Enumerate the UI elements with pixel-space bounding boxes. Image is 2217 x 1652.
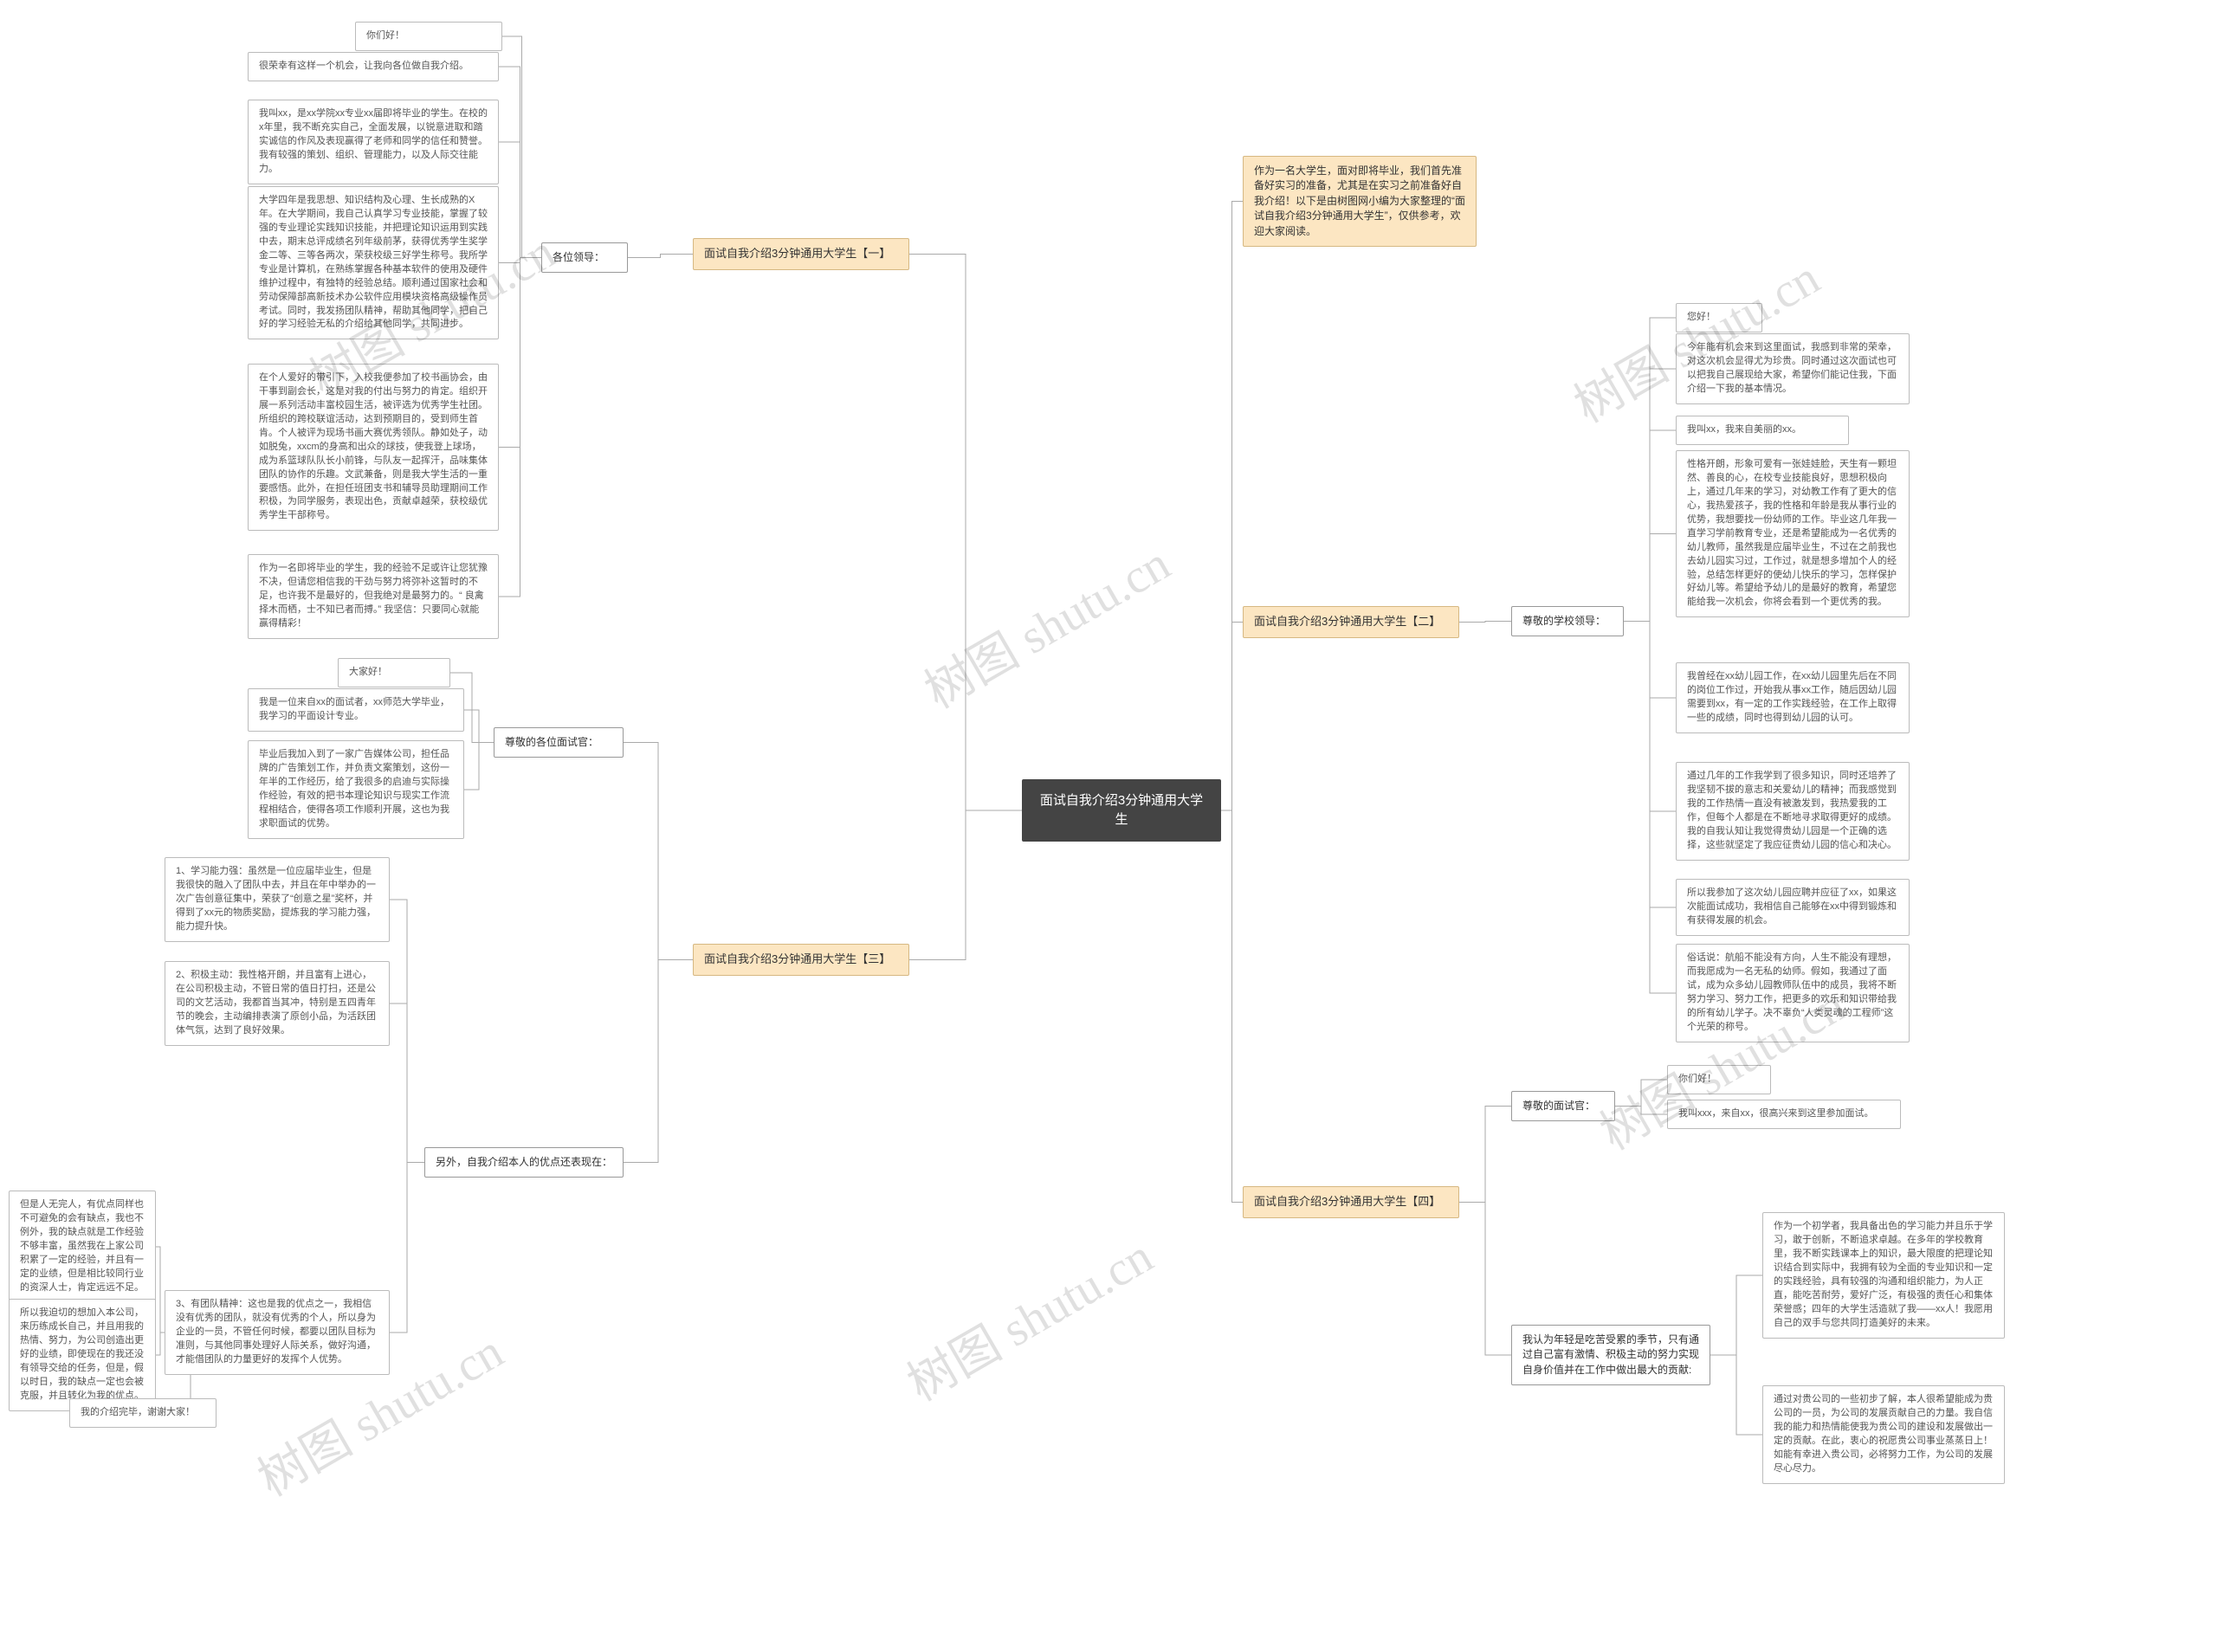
branch-4-sub-2: 我认为年轻是吃苦受累的季节，只有通过自己富有激情、积极主动的努力实现自身价值并在…	[1511, 1325, 1710, 1385]
branch-3-sub2-leaf2-sub-2: 我的介绍完毕，谢谢大家！	[69, 1398, 217, 1428]
branch-4: 面试自我介绍3分钟通用大学生【四】	[1243, 1186, 1459, 1218]
branch-1-leaf-2: 我叫xx，是xx学院xx专业xx届即将毕业的学生。在校的x年里，我不断充实自己，…	[248, 100, 499, 184]
branch-3-sub-2: 另外，自我介绍本人的优点还表现在：	[424, 1147, 624, 1178]
branch-1-leaf-5: 作为一名即将毕业的学生，我的经验不足或许让您犹豫不决，但请您相信我的干劲与努力将…	[248, 554, 499, 639]
branch-4-sub-1: 尊敬的面试官：	[1511, 1091, 1615, 1121]
branch-2: 面试自我介绍3分钟通用大学生【二】	[1243, 606, 1459, 638]
branch-2-leaf-4: 我曾经在xx幼儿园工作，在xx幼儿园里先后在不同的岗位工作过，开始我从事xx工作…	[1676, 662, 1910, 733]
branch-4-sub2-leaf-0: 作为一个初学者，我具备出色的学习能力并且乐于学习，敢于创新，不断追求卓越。在多年…	[1762, 1212, 2005, 1339]
branch-3-sub2-leaf2-sub-1: 所以我迫切的想加入本公司，来历练成长自己，并且用我的热情、努力，为公司创造出更好…	[9, 1299, 156, 1411]
branch-3-sub1-leaf-0: 大家好！	[338, 658, 450, 687]
branch-2-leaf-0: 您好！	[1676, 303, 1762, 332]
branch-3-sub1-leaf-2: 毕业后我加入到了一家广告媒体公司，担任品牌的广告策划工作，并负责文案策划，这份一…	[248, 740, 464, 839]
branch-2-leaf-2: 我叫xx，我来自美丽的xx。	[1676, 416, 1849, 445]
branch-2-sub-1: 尊敬的学校领导：	[1511, 606, 1624, 636]
mindmap-canvas: 面试自我介绍3分钟通用大学生 作为一名大学生，面对即将毕业，我们首先准备好实习的…	[0, 0, 2217, 1652]
branch-3-sub2-leaf-1: 2、积极主动：我性格开朗，并且富有上进心，在公司积极主动，不管日常的值日打扫，还…	[165, 961, 390, 1046]
center-node: 面试自我介绍3分钟通用大学生	[1022, 779, 1221, 842]
branch-1-leaf-3: 大学四年是我思想、知识结构及心理、生长成熟的X年。在大学期间，我自己认真学习专业…	[248, 186, 499, 339]
branch-3: 面试自我介绍3分钟通用大学生【三】	[693, 944, 909, 976]
branch-3-sub1-leaf-1: 我是一位来自xx的面试者，xx师范大学毕业，我学习的平面设计专业。	[248, 688, 464, 732]
branch-1-sub-1: 各位领导：	[541, 242, 628, 273]
intro-node: 作为一名大学生，面对即将毕业，我们首先准备好实习的准备，尤其是在实习之前准备好自…	[1243, 156, 1477, 247]
branch-1-leaf-4: 在个人爱好的带引下，入校我便参加了校书画协会，由干事到副会长，这是对我的付出与努…	[248, 364, 499, 531]
branch-3-sub2-leaf-0: 1、学习能力强：虽然是一位应届毕业生，但是我很快的融入了团队中去，并且在年中举办…	[165, 857, 390, 942]
branch-3-sub2-leaf-2: 3、有团队精神：这也是我的优点之一，我相信没有优秀的团队，就没有优秀的个人，所以…	[165, 1290, 390, 1375]
branch-2-leaf-5: 通过几年的工作我学到了很多知识，同时还培养了我坚韧不拔的意志和关爱幼儿的精神；而…	[1676, 762, 1910, 861]
branch-2-leaf-3: 性格开朗，形象可爱有一张娃娃脸，天生有一颗坦然、善良的心，在校专业技能良好，思想…	[1676, 450, 1910, 617]
branch-2-leaf-7: 俗话说：航船不能没有方向，人生不能没有理想，而我愿成为一名无私的幼师。假如，我通…	[1676, 944, 1910, 1042]
branch-3-sub-1: 尊敬的各位面试官：	[494, 727, 624, 758]
branch-3-sub2-leaf2-sub-0: 但是人无完人，有优点同样也不可避免的会有缺点，我也不例外，我的缺点就是工作经验不…	[9, 1191, 156, 1303]
branch-4-sub2-leaf-1: 通过对贵公司的一些初步了解，本人很希望能成为贵公司的一员，为公司的发展贡献自己的…	[1762, 1385, 2005, 1484]
branch-1: 面试自我介绍3分钟通用大学生【一】	[693, 238, 909, 270]
branch-1-leaf-0: 你们好！	[355, 22, 502, 51]
branch-2-leaf-1: 今年能有机会来到这里面试，我感到非常的荣幸，对这次机会显得尤为珍贵。同时通过这次…	[1676, 333, 1910, 404]
branch-1-leaf-1: 很荣幸有这样一个机会，让我向各位做自我介绍。	[248, 52, 499, 81]
branch-2-leaf-6: 所以我参加了这次幼儿园应聘并应征了xx，如果这次能面试成功，我相信自己能够在xx…	[1676, 879, 1910, 936]
branch-4-sub1-leaf-0: 你们好！	[1667, 1065, 1771, 1094]
branch-4-sub1-leaf-1: 我叫xxx，来自xx，很高兴来到这里参加面试。	[1667, 1100, 1901, 1129]
